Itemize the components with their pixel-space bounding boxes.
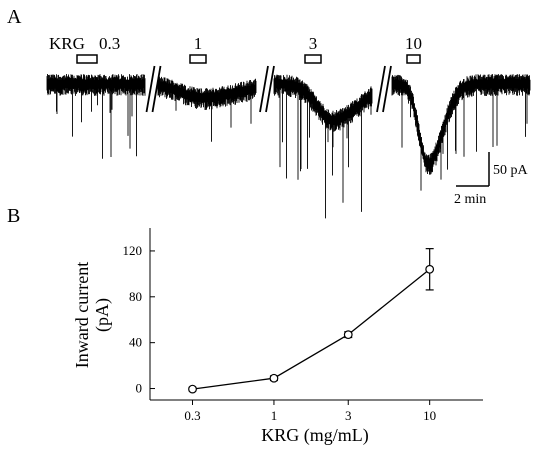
data-point [188,384,197,394]
current-traces [46,65,531,219]
y-tick-label: 0 [136,381,143,396]
concentration-label: 3 [309,34,318,53]
trace-segment [157,76,257,142]
dose-response-chart: 0 40 80 120 0.3 1 3 10 Inward current (pA) KRG… [72,228,483,446]
y-tick-label: 40 [129,335,142,350]
y-tick-label: 80 [129,289,142,304]
panel-a-label: A [7,6,22,28]
axis-break-mark [376,65,386,113]
concentration-label: 1 [194,34,203,53]
axis-break-mark [151,65,162,113]
trace-segment [391,74,531,191]
data-point [269,373,279,383]
trace-segment [273,74,373,219]
x-tick-label: 1 [271,408,278,423]
y-axis-label-line2: (pA) [92,298,113,332]
axis-break-mark [145,65,156,113]
x-axis-label: KRG (mg/mL) [261,425,369,446]
y-tick-label: 120 [123,243,143,258]
x-ticks: 0.3 1 3 10 [184,400,436,423]
x-tick-label: 3 [345,408,352,423]
series-line [188,248,435,394]
y-axis-label-line1: Inward current [72,262,92,368]
concentration-label: 10 [405,34,422,53]
application-bar [189,54,207,64]
x-tick-label: 10 [423,408,436,423]
data-point [425,264,435,274]
y-ticks: 0 40 80 120 [123,243,155,396]
series-line-path [192,268,431,390]
scale-time-label: 2 min [454,192,486,207]
application-bar [76,54,98,64]
application-bar [406,54,421,64]
scale-amplitude-label: 50 pA [493,163,529,178]
application-bar [304,54,322,64]
axis-break-mark [259,65,269,113]
scale-bar: 50 pA 2 min [454,152,529,207]
axis-break-mark [382,65,392,113]
concentration-label: 0.3 [99,34,120,53]
x-tick-label: 0.3 [184,408,200,423]
drug-label: KRG [49,34,85,53]
trace-segment [46,74,146,159]
axis-break-mark [265,65,275,113]
data-point [343,330,353,340]
application-bars: 0.3 1 3 10 KRG [49,34,422,64]
panel-b-label: B [7,205,20,227]
